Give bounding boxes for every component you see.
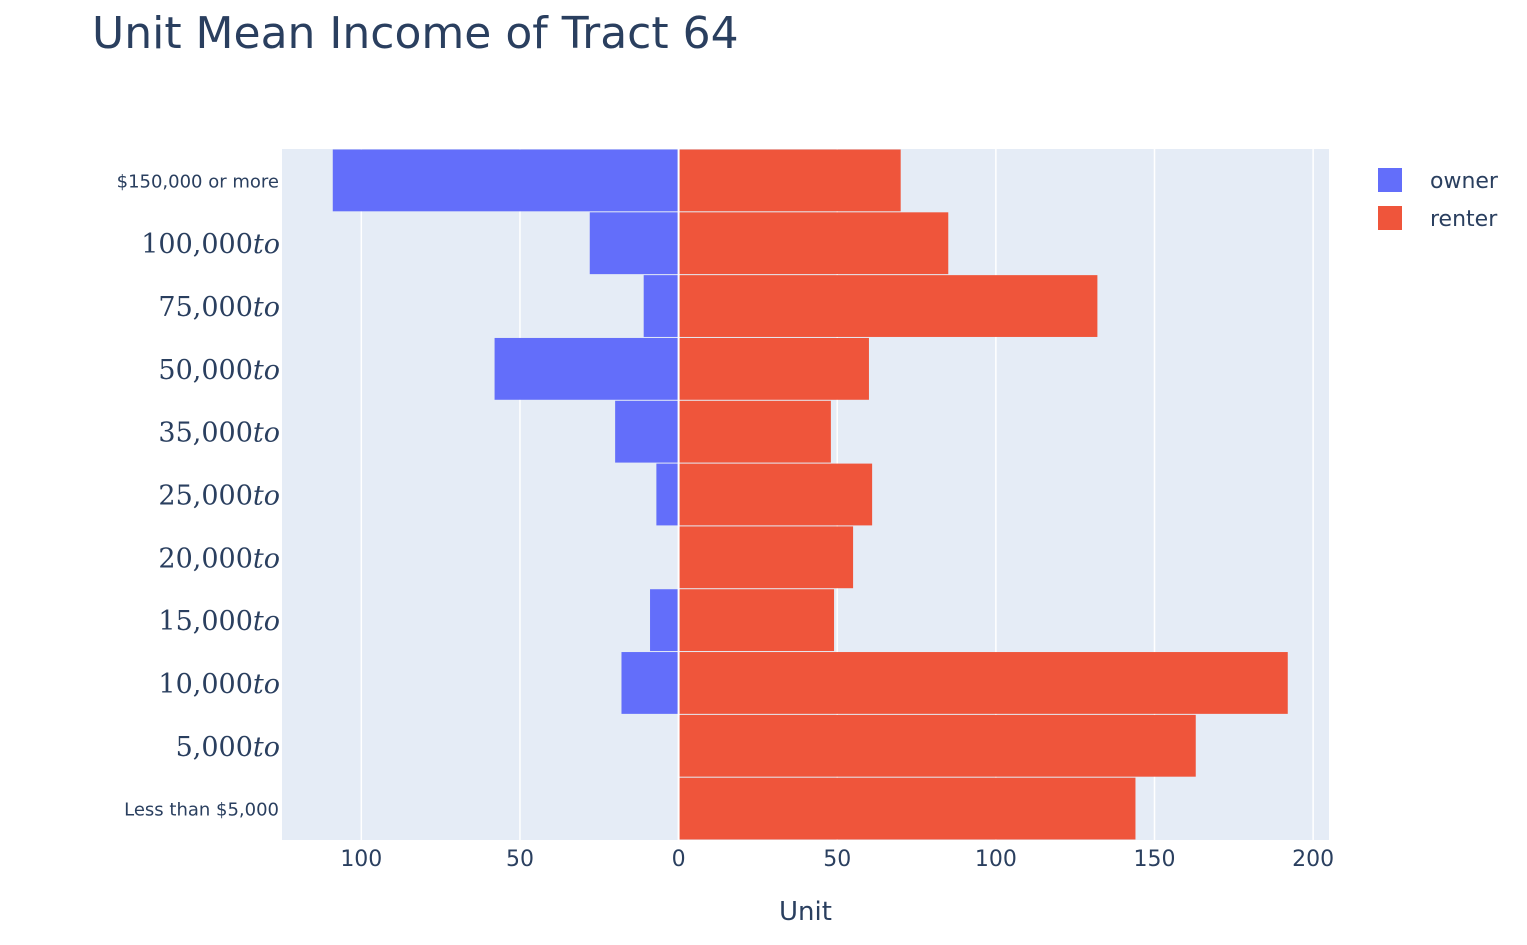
- legend-label-owner[interactable]: owner: [1430, 169, 1499, 194]
- legend-swatch-owner[interactable]: [1378, 168, 1402, 192]
- category-suffix: to: [253, 606, 280, 637]
- legend-swatch-renter[interactable]: [1378, 206, 1402, 230]
- bar-owner[interactable]: [656, 463, 679, 526]
- x-axis-title: Unit: [779, 897, 832, 927]
- bar-renter[interactable]: [678, 400, 831, 463]
- bar-owner[interactable]: [332, 149, 679, 212]
- y-category-label: 20,000to: [158, 543, 280, 574]
- y-category-label: $150,000 or more: [117, 171, 279, 192]
- category-value: 10,000: [158, 669, 252, 700]
- legend-label-renter[interactable]: renter: [1430, 207, 1498, 232]
- y-category-label: 15,000to: [158, 606, 280, 637]
- bar-owner[interactable]: [650, 589, 679, 652]
- x-tick-label: 100: [340, 847, 382, 872]
- category-suffix: to: [253, 732, 280, 763]
- category-suffix: to: [253, 292, 280, 323]
- y-category-label: 25,000to: [158, 481, 280, 512]
- category-value: 15,000: [158, 606, 252, 637]
- y-category-label: 75,000to: [158, 292, 280, 323]
- x-tick-label: 100: [975, 847, 1017, 872]
- y-category-label: 5,000to: [176, 732, 280, 763]
- bar-renter[interactable]: [678, 212, 949, 275]
- bar-owner[interactable]: [643, 275, 679, 337]
- chart-title: Unit Mean Income of Tract 64: [92, 8, 739, 59]
- category-suffix: to: [253, 355, 280, 386]
- category-value: 75,000: [158, 292, 252, 323]
- x-tick-label: 0: [672, 847, 686, 872]
- bar-renter[interactable]: [678, 714, 1196, 777]
- category-value: 5,000: [176, 732, 253, 763]
- x-tick-label: 50: [823, 847, 851, 872]
- bar-renter[interactable]: [678, 589, 835, 652]
- y-category-label: Less than $5,000: [124, 800, 279, 821]
- category-suffix: to: [253, 418, 280, 449]
- bar-renter[interactable]: [678, 463, 873, 526]
- y-category-label: 10,000to: [158, 669, 280, 700]
- category-value: 25,000: [158, 481, 252, 512]
- category-suffix: to: [253, 229, 280, 260]
- x-tick-label: 50: [506, 847, 534, 872]
- category-value: 50,000: [158, 355, 252, 386]
- category-suffix: to: [253, 543, 280, 574]
- x-tick-label: 200: [1292, 847, 1334, 872]
- bar-owner[interactable]: [615, 400, 679, 463]
- bar-renter[interactable]: [678, 526, 854, 589]
- category-suffix: to: [253, 669, 280, 700]
- category-suffix: to: [253, 481, 280, 512]
- bar-renter[interactable]: [678, 777, 1136, 840]
- y-category-label: 100,000to: [141, 229, 280, 260]
- bar-owner[interactable]: [621, 652, 679, 714]
- category-value: 20,000: [158, 543, 252, 574]
- y-category-label: 35,000to: [158, 418, 280, 449]
- bar-owner[interactable]: [589, 212, 679, 275]
- category-value: 35,000: [158, 418, 252, 449]
- bar-renter[interactable]: [678, 275, 1098, 337]
- category-value: 100,000: [141, 229, 253, 260]
- y-category-label: 50,000to: [158, 355, 280, 386]
- bar-renter[interactable]: [678, 337, 869, 400]
- bar-owner[interactable]: [494, 337, 679, 400]
- x-tick-label: 150: [1134, 847, 1176, 872]
- bar-renter[interactable]: [678, 652, 1288, 714]
- bar-renter[interactable]: [678, 149, 901, 212]
